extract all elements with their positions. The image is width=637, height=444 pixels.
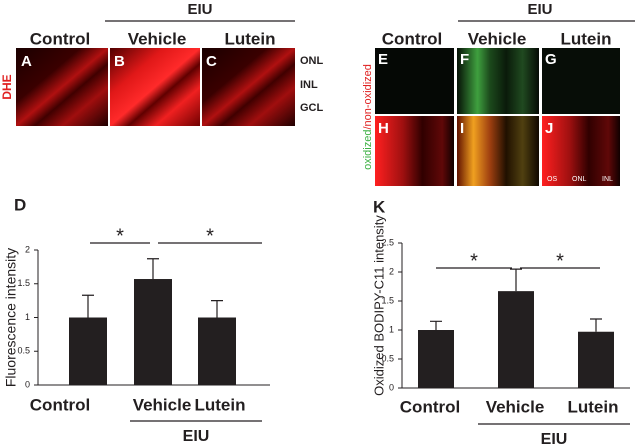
y-tick-label: 0.5 xyxy=(17,346,30,356)
y-tick-label: 1.5 xyxy=(17,278,30,288)
bar xyxy=(69,317,107,385)
panel-label: G xyxy=(545,51,557,68)
y-tick-label: 2 xyxy=(25,244,30,254)
y-tick-label: 2.5 xyxy=(381,237,394,247)
column-label: Lutein xyxy=(225,29,276,48)
bar xyxy=(198,317,236,385)
image-b xyxy=(110,48,200,126)
column-label: Control xyxy=(382,29,442,48)
error-bar xyxy=(510,268,522,292)
layer-label: ONL xyxy=(300,55,324,67)
panel-label: D xyxy=(14,195,26,214)
image-e xyxy=(375,48,454,114)
layer-label: INL xyxy=(602,176,613,183)
column-label: Lutein xyxy=(561,29,612,48)
error-bar xyxy=(147,258,159,280)
significance-star: * xyxy=(206,225,214,247)
panel-label: C xyxy=(206,53,217,70)
group-label: EIU xyxy=(183,428,210,444)
y-tick-label: 0 xyxy=(25,379,30,389)
x-tick-label: Control xyxy=(400,397,460,416)
image-c xyxy=(202,48,295,126)
y-tick-label: 1 xyxy=(389,324,394,334)
column-label: Vehicle xyxy=(128,29,187,48)
error-bar xyxy=(590,318,602,332)
panel-label: A xyxy=(21,53,32,70)
stain-label: DHE xyxy=(0,74,14,99)
panel-label: H xyxy=(378,120,389,137)
layer-label: OS xyxy=(547,176,557,183)
x-tick-label: Vehicle xyxy=(133,395,192,414)
y-tick-label: 0.5 xyxy=(381,353,394,363)
panel-label: B xyxy=(114,53,125,70)
layer-label: INL xyxy=(300,79,318,91)
y-tick-label: 1.5 xyxy=(381,295,394,305)
x-tick-label: Control xyxy=(30,395,90,414)
stain-non-oxidized: /non-oxidized xyxy=(362,64,374,129)
bar xyxy=(498,291,534,388)
y-axis-label: Oxidized BODIPY-C11 intensity xyxy=(371,215,386,396)
panel-label: E xyxy=(378,51,388,68)
error-bar xyxy=(211,300,223,318)
panel-label: J xyxy=(545,120,553,137)
x-tick-label: Lutein xyxy=(568,397,619,416)
bar xyxy=(418,330,454,388)
image-f xyxy=(457,48,539,114)
image-h xyxy=(375,116,454,186)
column-label: Vehicle xyxy=(468,29,527,48)
significance-star: * xyxy=(556,250,564,272)
x-tick-label: Vehicle xyxy=(486,397,545,416)
significance-star: * xyxy=(116,225,124,247)
layer-label: GCL xyxy=(300,102,324,114)
image-i xyxy=(457,116,539,186)
error-bar xyxy=(82,294,94,318)
panel-label: K xyxy=(373,197,386,216)
stain-label: oxidized/non-oxidized xyxy=(362,64,374,170)
image-j xyxy=(542,116,620,186)
microscopy-images xyxy=(16,48,620,186)
panel-label: I xyxy=(460,120,464,137)
y-axis-label: Fluorescence intensity xyxy=(3,248,19,387)
stain-oxidized: oxidized xyxy=(362,130,374,170)
group-label: EIU xyxy=(187,1,212,18)
column-label: Control xyxy=(30,29,90,48)
panel-label: F xyxy=(460,51,469,68)
image-g xyxy=(542,48,620,114)
bar xyxy=(578,331,614,388)
image-a xyxy=(16,48,108,126)
y-tick-label: 2 xyxy=(389,266,394,276)
bar xyxy=(134,279,172,385)
error-bar xyxy=(430,320,442,330)
layer-label: ONL xyxy=(572,176,587,183)
y-tick-label: 0 xyxy=(389,382,394,392)
x-tick-label: Lutein xyxy=(195,395,246,414)
y-tick-label: 1 xyxy=(25,312,30,322)
significance-star: * xyxy=(470,250,478,272)
group-label: EIU xyxy=(527,1,552,18)
group-label: EIU xyxy=(541,431,568,444)
